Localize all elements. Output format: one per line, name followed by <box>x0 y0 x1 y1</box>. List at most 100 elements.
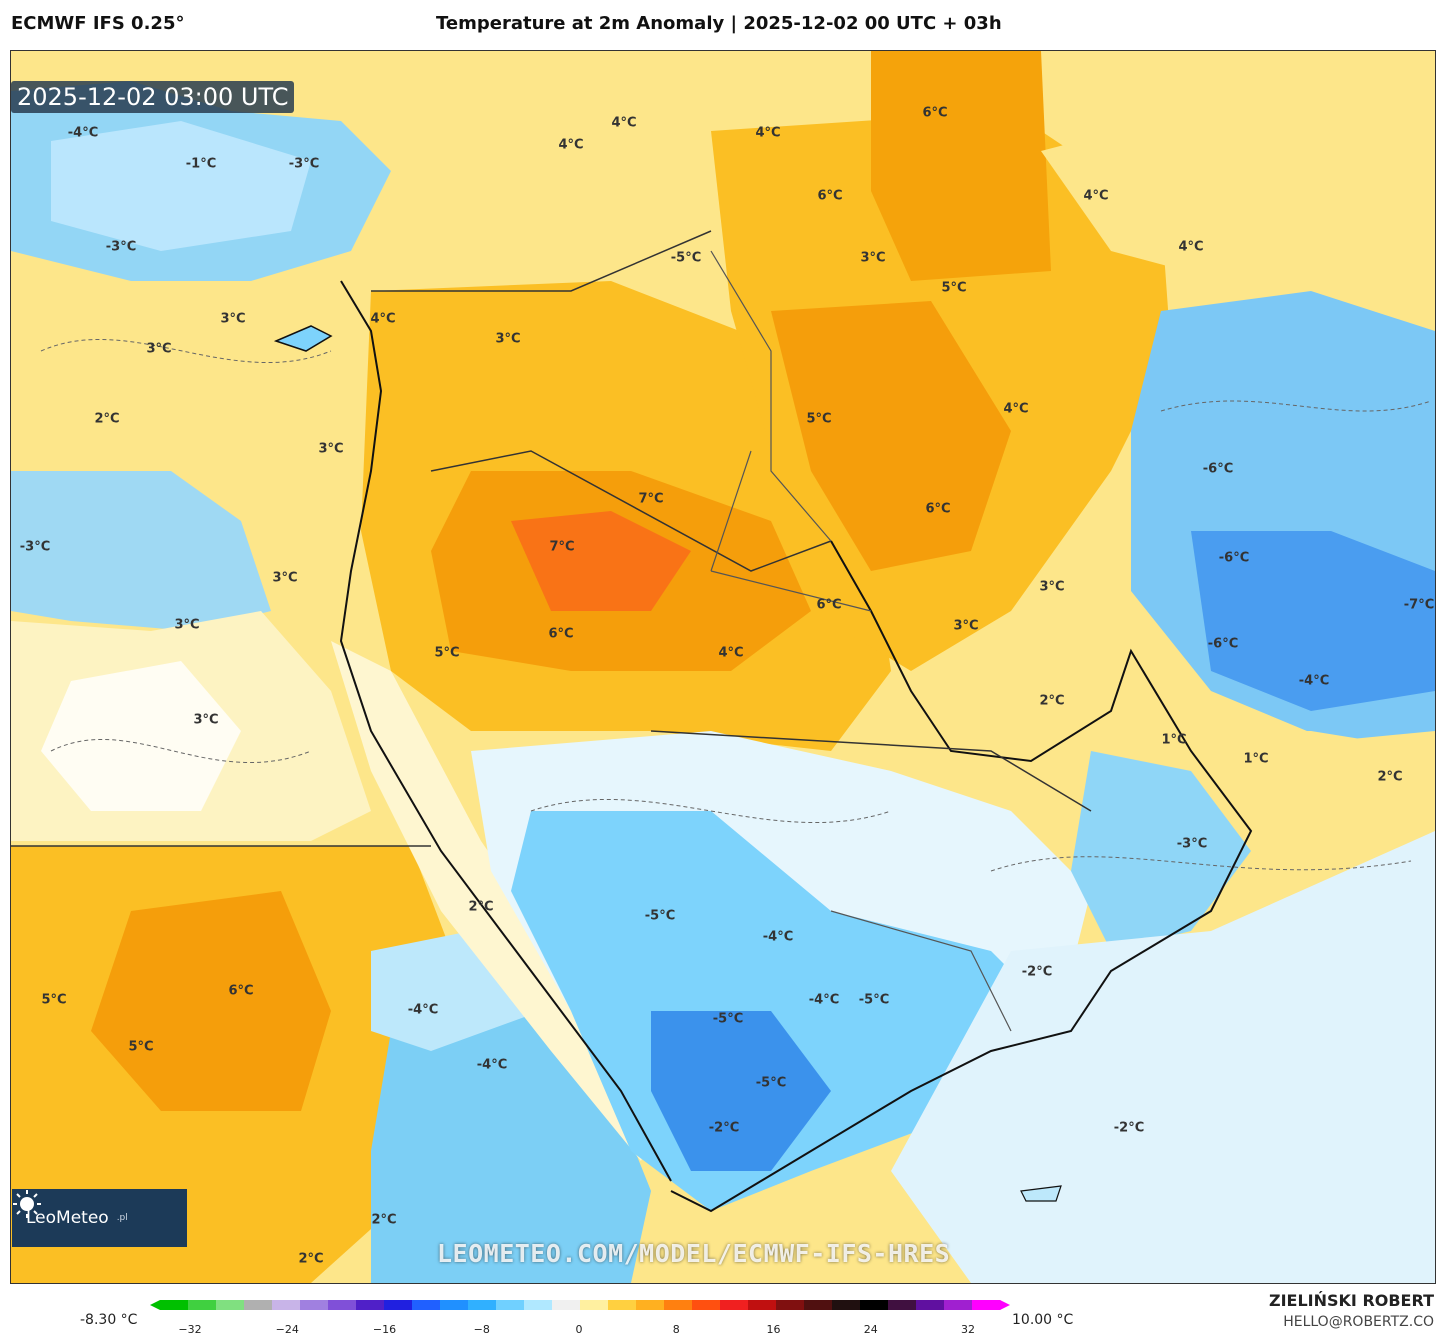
temperature-label: 6°C <box>228 983 254 999</box>
temperature-label: -6°C <box>1202 461 1234 477</box>
region-gulf-pale <box>911 651 1435 841</box>
colorbar-segment <box>272 1300 301 1310</box>
colorbar-segment <box>160 1300 189 1310</box>
temperature-label: 3°C <box>953 618 979 634</box>
temperature-label: -3°C <box>105 239 137 255</box>
header: ECMWF IFS 0.25° Temperature at 2m Anomal… <box>0 0 1444 48</box>
temperature-label: 4°C <box>370 311 396 327</box>
region-arabia-core <box>511 511 691 611</box>
colorbar-segment <box>748 1300 777 1310</box>
author-email: HELLO@ROBERTZ.CO <box>1283 1314 1434 1330</box>
temperature-label: 3°C <box>318 441 344 457</box>
colorbar-segment <box>468 1300 497 1310</box>
legend-min-value: -8.30 °C <box>80 1312 138 1328</box>
colorbar-segment <box>552 1300 581 1310</box>
temperature-label: 6°C <box>817 188 843 204</box>
colorbar-segment <box>944 1300 973 1310</box>
temperature-label: -5°C <box>858 992 890 1008</box>
legend-max-value: 10.00 °C <box>1012 1312 1074 1328</box>
colorbar <box>150 1300 1010 1310</box>
colorbar-min-arrow <box>150 1300 160 1310</box>
colorbar-segment <box>496 1300 525 1310</box>
colorbar-segment <box>804 1300 833 1310</box>
colorbar-segment <box>216 1300 245 1310</box>
temperature-label: 4°C <box>558 137 584 153</box>
colorbar-segment <box>916 1300 945 1310</box>
temperature-label: 4°C <box>611 115 637 131</box>
temperature-label: -5°C <box>644 908 676 924</box>
colorbar-tick-label: 0 <box>575 1323 583 1336</box>
colorbar-segment <box>692 1300 721 1310</box>
contour-lines <box>40 338 1432 872</box>
temperature-label: -7°C <box>1403 597 1435 613</box>
colorbar-segment <box>384 1300 413 1310</box>
socotra-island <box>1020 1185 1062 1202</box>
colorbar-segment <box>664 1300 693 1310</box>
author-name: ZIELIŃSKI ROBERT <box>1268 1291 1434 1310</box>
temperature-label: 6°C <box>816 597 842 613</box>
temperature-label: -5°C <box>712 1011 744 1027</box>
region-north-pale <box>1041 91 1435 291</box>
colorbar-tick-label: 16 <box>766 1323 781 1336</box>
region-iran-hot <box>771 301 1011 571</box>
logo-name: LeoMeteo <box>26 1208 109 1228</box>
temperature-label: -5°C <box>755 1075 787 1091</box>
temperature-label: 5°C <box>941 280 967 296</box>
temperature-label: -3°C <box>288 156 320 172</box>
temperature-label: -5°C <box>670 250 702 266</box>
colorbar-segment <box>244 1300 273 1310</box>
temperature-label: 4°C <box>1083 188 1109 204</box>
colorbar-segment <box>356 1300 385 1310</box>
temperature-label: -6°C <box>1207 636 1239 652</box>
temperature-label: 4°C <box>1178 239 1204 255</box>
map-timestamp: 2025-12-02 03:00 UTC <box>11 81 295 113</box>
colorbar-tick-label: −32 <box>178 1323 202 1336</box>
map-title: Temperature at 2m Anomaly | 2025-12-02 0… <box>436 13 1002 34</box>
temperature-label: 5°C <box>128 1039 154 1055</box>
colorbar-segment <box>720 1300 749 1310</box>
temperature-label: -3°C <box>19 539 51 555</box>
temperature-label: 3°C <box>174 617 200 633</box>
colorbar-tick-label: −16 <box>372 1323 397 1336</box>
region-oman-cold <box>1071 751 1251 951</box>
colorbar-tick-label: 24 <box>863 1323 878 1336</box>
map-frame[interactable]: -4°C -1°C -3°C -3°C 4°C 4°C 4°C 6°C 6°C 4°C 4°C -5°… <box>10 50 1436 1284</box>
temperature-label: 2°C <box>371 1212 397 1228</box>
temperature-label: -4°C <box>1298 673 1330 689</box>
temperature-label: 5°C <box>806 411 832 427</box>
anomaly-map <box>11 51 1435 1283</box>
colorbar-tick-label: 32 <box>961 1323 975 1336</box>
temperature-label: 4°C <box>755 125 781 141</box>
temperature-label: -4°C <box>407 1002 439 1018</box>
temperature-label: 5°C <box>434 645 460 661</box>
temperature-label: 3°C <box>860 250 886 266</box>
region-arabian-sea <box>891 831 1435 1283</box>
colorbar-segment <box>776 1300 805 1310</box>
border-line <box>11 230 1092 847</box>
temperature-label: -1°C <box>185 156 217 172</box>
colorbar-segment <box>636 1300 665 1310</box>
colorbar-segment <box>412 1300 441 1310</box>
region-sudan-hot <box>91 891 331 1111</box>
coastline <box>339 280 672 1182</box>
watermark-url: LEOMETEO.COM/MODEL/ECMWF-IFS-HRES <box>437 1239 951 1268</box>
temperature-label: 2°C <box>1377 769 1403 785</box>
colorbar-segment <box>580 1300 609 1310</box>
region-caspian-hot <box>871 51 1051 281</box>
colorbar-segment <box>524 1300 553 1310</box>
temperature-label: 1°C <box>1161 732 1187 748</box>
temperature-label: -3°C <box>1176 836 1208 852</box>
temperature-label: 3°C <box>495 331 521 347</box>
leometeo-logo[interactable]: LeoMeteo .pl <box>12 1189 187 1247</box>
temperature-label: 1°C <box>1243 751 1269 767</box>
colorbar-segment <box>328 1300 357 1310</box>
colorbar-segment <box>188 1300 217 1310</box>
region-yemen-cold-strong <box>651 1011 831 1171</box>
temperature-label: 3°C <box>146 341 172 357</box>
region-turkey-cold-light <box>51 121 311 251</box>
colorbar-segment <box>832 1300 861 1310</box>
model-name: ECMWF IFS 0.25° <box>11 13 185 34</box>
temperature-label: 2°C <box>94 411 120 427</box>
colorbar-tick-label: −8 <box>473 1323 490 1336</box>
temperature-label: 5°C <box>41 992 67 1008</box>
